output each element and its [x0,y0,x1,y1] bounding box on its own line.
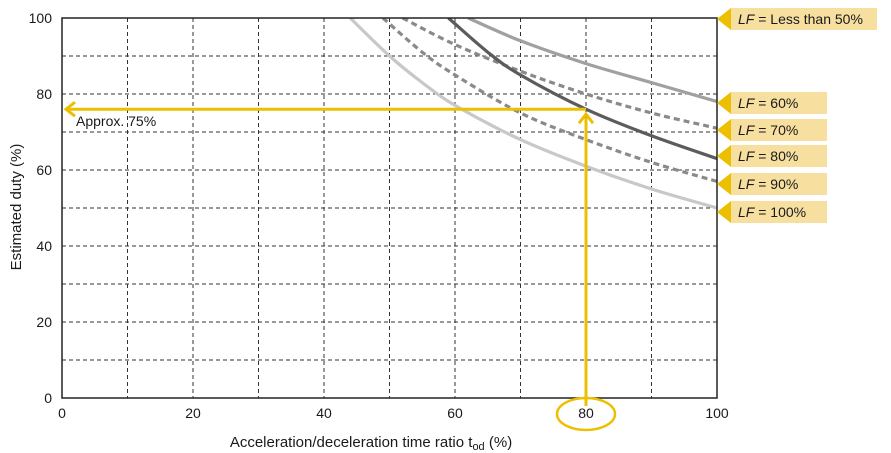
lf-label-0: LF = Less than 50% [717,8,877,30]
lf-label-text: LF = 100% [738,204,806,220]
x-axis-label-main: Acceleration/deceleration time ratio t [230,434,473,451]
lf-label-text: LF = 60% [738,95,798,111]
grid [62,18,717,398]
lf-label-1: LF = 60% [717,92,827,114]
y-tick-label: 60 [36,162,52,178]
x-axis-label-unit-text: (%) [489,434,512,451]
lf-label-pointer [717,145,731,167]
x-tick-label: 20 [185,405,201,421]
lf-label-bg [721,92,827,114]
tick-labels: 0 20 40 60 80 100 0 20 40 60 80 100 [29,10,729,421]
lf-label-bg [721,145,827,167]
lf-label-text: LF = 80% [738,148,798,164]
x-axis-label: Acceleration/deceleration time ratio tod… [230,434,512,453]
series-line-2 [447,18,717,161]
plot-frame [61,17,718,399]
lf-label-bg [721,201,827,223]
y-tick-label: 80 [36,86,52,102]
lf-label-pointer [717,201,731,223]
annotation: Approx. 75% [63,101,617,432]
annotation-text: Approx. 75% [76,113,156,129]
x-tick-label: 60 [447,405,463,421]
annotation-arrowhead-left [63,101,76,118]
lf-labels: LF = Less than 50% LF = 60% LF = 70% LF = 8… [717,8,877,223]
lf-label-pointer [717,173,731,195]
x-80-highlight [555,396,617,432]
series-line-4 [349,18,717,210]
lf-label-pointer [717,92,731,114]
y-tick-label: 100 [29,10,53,26]
lf-label-pointer [717,8,731,30]
lf-label-2: LF = 70% [717,119,827,141]
lf-label-4: LF = 90% [717,173,827,195]
y-tick-label: 40 [36,238,52,254]
x-tick-label: 0 [58,405,66,421]
y-tick-label: 0 [44,390,52,406]
x-tick-label: 80 [578,405,594,421]
lf-label-text: LF = Less than 50% [738,11,863,27]
series-line-1 [401,18,717,130]
lf-label-3: LF = 80% [717,145,827,167]
x-tick-label: 40 [316,405,332,421]
lf-label-bg [721,8,877,30]
lf-label-bg [721,119,827,141]
lf-label-text: LF = 70% [738,122,798,138]
y-tick-label: 20 [36,314,52,330]
y-axis-label: Estimated duty (%) [8,144,25,271]
series-lines [349,18,717,210]
x-axis-label-sub: od [472,441,484,453]
lf-label-5: LF = 100% [717,201,827,223]
series-line-3 [381,18,717,183]
series-line-0 [467,18,717,104]
plot-border [61,17,718,399]
annotation-arrowhead-up [577,111,595,125]
lf-label-bg [721,173,827,195]
lf-label-pointer [717,119,731,141]
x-tick-label: 100 [705,405,729,421]
lf-label-text: LF = 90% [738,176,798,192]
